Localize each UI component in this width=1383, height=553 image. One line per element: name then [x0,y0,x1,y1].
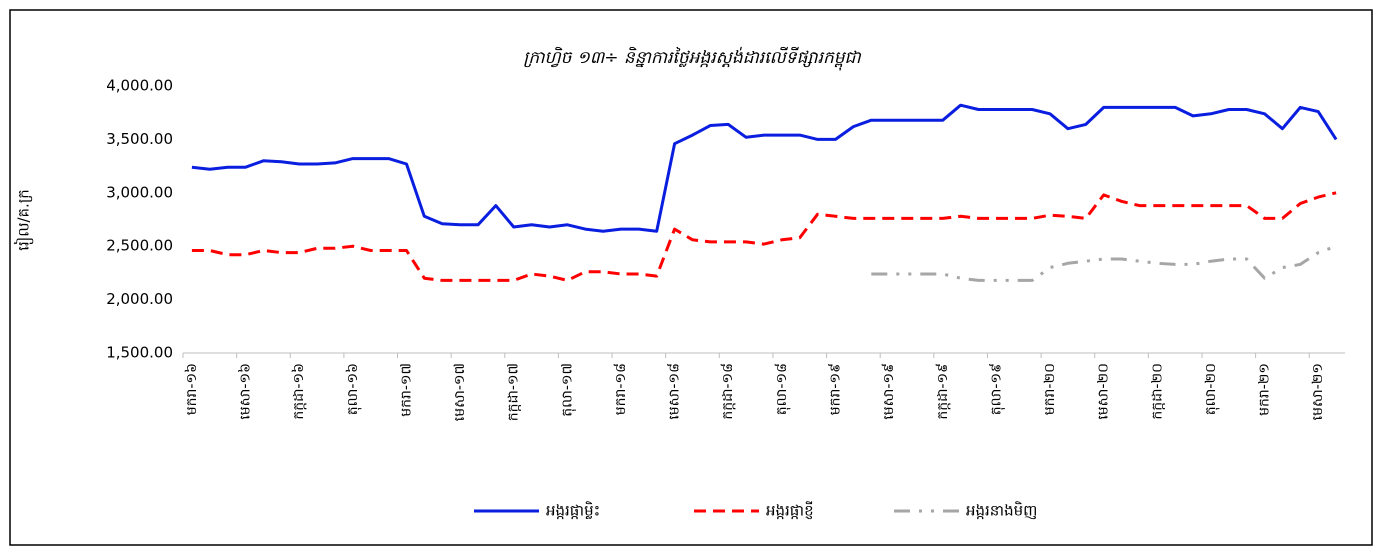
x-tick-label: កក្កដា-២០ [1149,363,1165,420]
series-line [191,103,1338,233]
x-tick-label: មករា-២០ [1042,363,1058,415]
x-tick-label: តុលា-១៧ [559,363,576,417]
legend-label: អង្ករផ្កាខ្ញី [766,501,814,520]
x-tick-label: មករា-១៧ [398,363,414,417]
x-tick-label: មេសា-២០ [1096,363,1112,420]
x-tick-label: កក្កដា-១៦ [291,363,307,420]
chart-title: ក្រាហ្វិច ១៣÷ និន្នាការថ្លៃអង្ករស្តង់ដារ… [523,46,861,71]
x-tick-label: កក្កដា-១៩ [935,363,951,420]
x-tick-label: មករា-២១ [1257,363,1273,416]
y-tick-label: 1,500.00 [106,344,173,362]
x-tick-label: តុលា-១៦ [345,363,362,415]
legend-label: អង្ករផ្កាម្លិះ [546,501,600,520]
x-tick-label: មករា-១៦ [184,363,200,415]
x-tick-label: មេសា-១៨ [667,363,683,420]
x-tick-label: មេសា-១៩ [881,363,897,420]
x-tick-label: កក្កដា-១៧ [506,363,522,421]
x-tick-label: តុលា-២០ [1203,363,1220,415]
x-tick-label: តុលា-១៨ [774,363,791,415]
x-tick-label: មករា-១៩ [828,363,844,415]
series-line [871,244,1337,282]
x-tick-label: មករា-១៨ [613,363,629,415]
y-tick-label: 2,500.00 [106,237,173,255]
y-axis-label: រៀល/គ.ក្រ [14,189,34,251]
x-tick-label: កក្កដា-១៨ [720,363,736,420]
x-tick-label: តុលា-១៩ [988,363,1005,415]
y-tick-label: 4,000.00 [106,77,173,95]
y-tick-label: 3,500.00 [106,130,173,148]
x-tick-label: មេសា-១៧ [452,363,468,421]
legend-label: អង្ករនាងមិញ [966,501,1037,520]
y-tick-label: 3,000.00 [106,183,173,201]
y-tick-label: 2,000.00 [106,290,173,308]
chart-border [9,9,1373,546]
series-line [191,191,1337,282]
x-tick-label: មេសា-២១ [1310,363,1326,420]
x-tick-label: មេសា-១៦ [238,363,254,420]
